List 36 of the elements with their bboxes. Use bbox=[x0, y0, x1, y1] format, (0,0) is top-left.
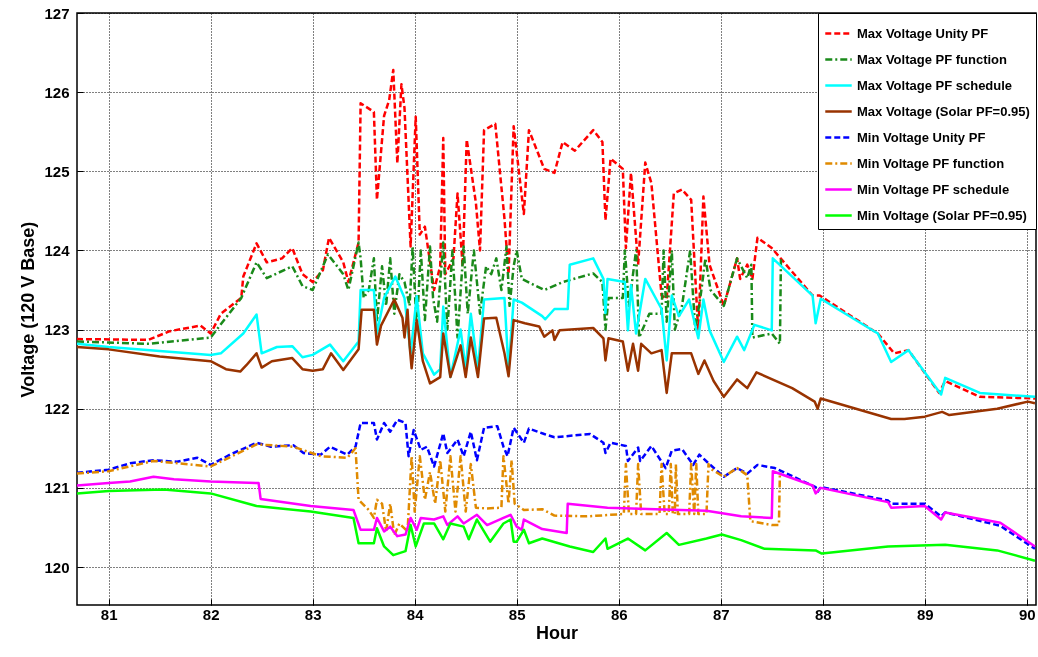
x-tick-label: 82 bbox=[202, 605, 220, 623]
x-tick-label: 86 bbox=[610, 605, 628, 623]
y-tick-label: 127 bbox=[44, 4, 70, 22]
y-tick-label: 121 bbox=[44, 479, 70, 497]
x-tick-label: 88 bbox=[814, 605, 832, 623]
legend-label: Max Voltage Unity PF bbox=[857, 25, 989, 41]
x-tick-label: 81 bbox=[100, 605, 118, 623]
legend-label: Min Voltage (Solar PF=0.95) bbox=[857, 207, 1027, 223]
legend-label: Min Voltage Unity PF bbox=[857, 129, 986, 145]
line-series bbox=[77, 443, 782, 537]
x-tick-label: 87 bbox=[712, 605, 730, 623]
line-series bbox=[77, 298, 1036, 421]
line-series bbox=[77, 418, 1036, 551]
line-series bbox=[77, 470, 1036, 548]
y-tick-label: 124 bbox=[44, 241, 71, 259]
x-tick-label: 83 bbox=[304, 605, 322, 623]
x-tick-label: 89 bbox=[916, 605, 934, 623]
y-tick-label: 125 bbox=[44, 162, 70, 180]
x-tick-label: 84 bbox=[406, 605, 425, 623]
line-series bbox=[77, 257, 1036, 399]
y-tick-label: 122 bbox=[44, 400, 70, 418]
legend-label: Max Voltage PF schedule bbox=[857, 77, 1013, 93]
y-tick-label: 123 bbox=[44, 321, 70, 339]
y-tick-label: 120 bbox=[44, 558, 70, 576]
line-series bbox=[77, 488, 1036, 562]
legend-label: Max Voltage (Solar PF=0.95) bbox=[857, 103, 1030, 119]
x-tick-label: 85 bbox=[508, 605, 526, 623]
y-tick-label: 126 bbox=[44, 83, 70, 101]
line-series bbox=[77, 68, 1036, 400]
line-series bbox=[77, 241, 783, 346]
legend-label: Max Voltage PF function bbox=[857, 51, 1008, 67]
legend-label: Min Voltage PF schedule bbox=[857, 181, 1010, 197]
x-axis-title: Hour bbox=[536, 622, 578, 643]
x-tick-label: 90 bbox=[1018, 605, 1036, 623]
legend-label: Min Voltage PF function bbox=[857, 155, 1005, 171]
y-axis-title: Voltage (120 V Base) bbox=[18, 221, 39, 398]
